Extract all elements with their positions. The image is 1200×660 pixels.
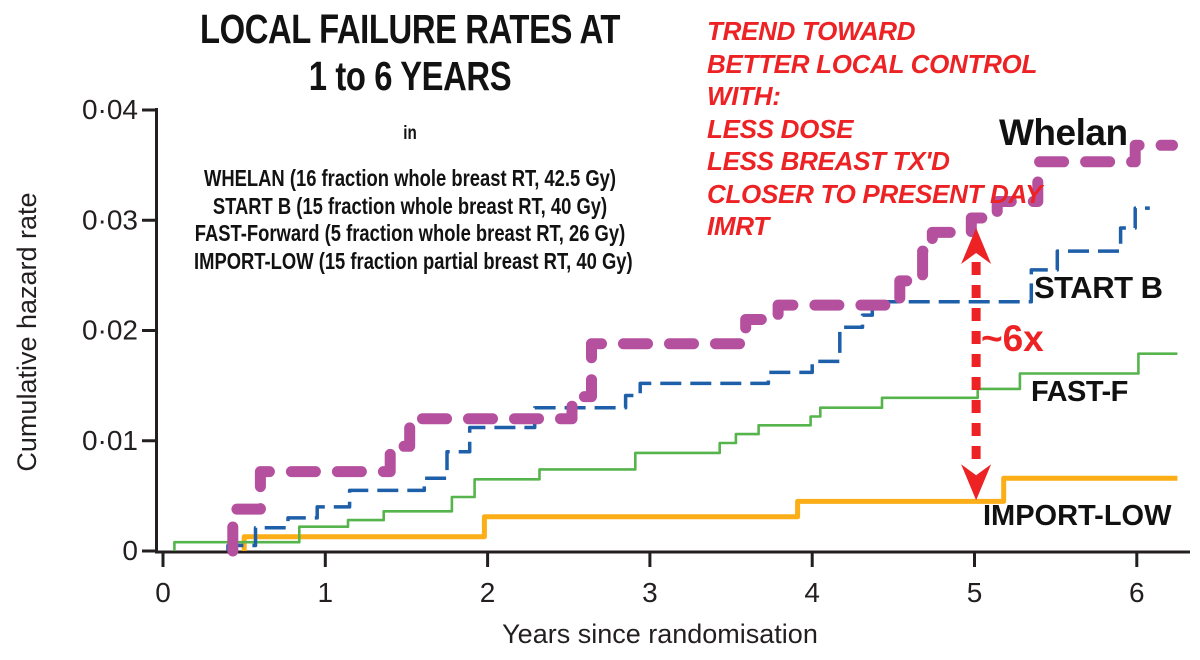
curve-label-whelan: Whelan [999, 112, 1128, 153]
title-block: LOCAL FAILURE RATES AT 1 to 6 YEARS in W… [194, 6, 633, 275]
trial-whelan: WHELAN (16 fraction whole breast RT, 42.… [203, 165, 617, 191]
trial-list: WHELAN (16 fraction whole breast RT, 42.… [194, 165, 633, 275]
annotation-line: IMRT [707, 211, 769, 241]
series-import-low [241, 475, 1178, 551]
x-tick-label: 4 [804, 577, 820, 608]
trend-annotation: TREND TOWARD BETTER LOCAL CONTROL WITH: … [707, 15, 1042, 243]
ratio-arrow-head-down [961, 464, 992, 501]
y-axis-title: Cumulative hazard rate [12, 192, 42, 472]
curve-label-fast-f: FAST-F [1031, 376, 1128, 408]
y-tick-label: 0·01 [82, 425, 138, 456]
trial-import-low: IMPORT-LOW (15 fraction partial breast R… [194, 247, 633, 274]
chart-title-line2: 1 to 6 YEARS [308, 53, 512, 99]
series-start-b [226, 206, 1150, 551]
curve-label-import-low: IMPORT-LOW [983, 500, 1172, 532]
annotation-line: WITH: [707, 81, 781, 111]
series-fast-forward [173, 352, 1178, 551]
x-axis-title: Years since randomisation [502, 619, 818, 649]
title-connector: in [403, 123, 417, 144]
trial-fast-forward: FAST-Forward (5 fraction whole breast RT… [194, 220, 626, 246]
x-tick-label: 1 [318, 577, 334, 608]
ratio-arrow-head-up [961, 227, 992, 264]
annotation-line: TREND TOWARD [707, 16, 916, 46]
y-tick-label: 0·02 [82, 315, 138, 346]
annotation-line: BETTER LOCAL CONTROL [707, 48, 1038, 79]
y-tick-label: 0·03 [82, 204, 138, 235]
y-tick-label: 0 [122, 535, 138, 566]
annotation-line: LESS BREAST TX'D [707, 146, 950, 176]
annotation-line: CLOSER TO PRESENT DAY [707, 178, 1043, 209]
series-whelan [227, 139, 1178, 557]
x-tick-label: 2 [480, 577, 496, 608]
x-tick-label: 6 [1129, 577, 1145, 608]
y-tick-label: 0·04 [82, 94, 138, 125]
x-tick-label: 5 [967, 577, 983, 608]
x-tick-label: 0 [155, 577, 171, 608]
x-tick-label: 3 [642, 577, 658, 608]
annotation-line: LESS DOSE [707, 113, 854, 144]
trial-start-b: START B (15 fraction whole breast RT, 40… [212, 192, 608, 219]
curve-label-start-b: START B [1034, 270, 1163, 305]
chart-title-line1: LOCAL FAILURE RATES AT [199, 6, 621, 52]
ratio-label: ~6x [981, 318, 1044, 359]
